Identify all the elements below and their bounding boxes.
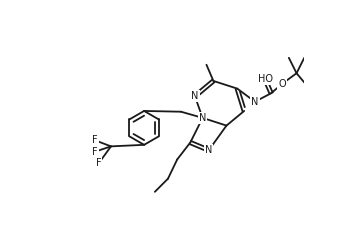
Text: F: F: [96, 158, 101, 168]
Text: F: F: [92, 135, 98, 145]
Text: N: N: [251, 97, 259, 107]
Text: O: O: [278, 79, 286, 89]
Text: N: N: [191, 91, 199, 101]
Text: N: N: [199, 113, 206, 123]
Text: F: F: [92, 147, 98, 157]
Text: N: N: [205, 145, 213, 155]
Text: HO: HO: [258, 74, 273, 84]
